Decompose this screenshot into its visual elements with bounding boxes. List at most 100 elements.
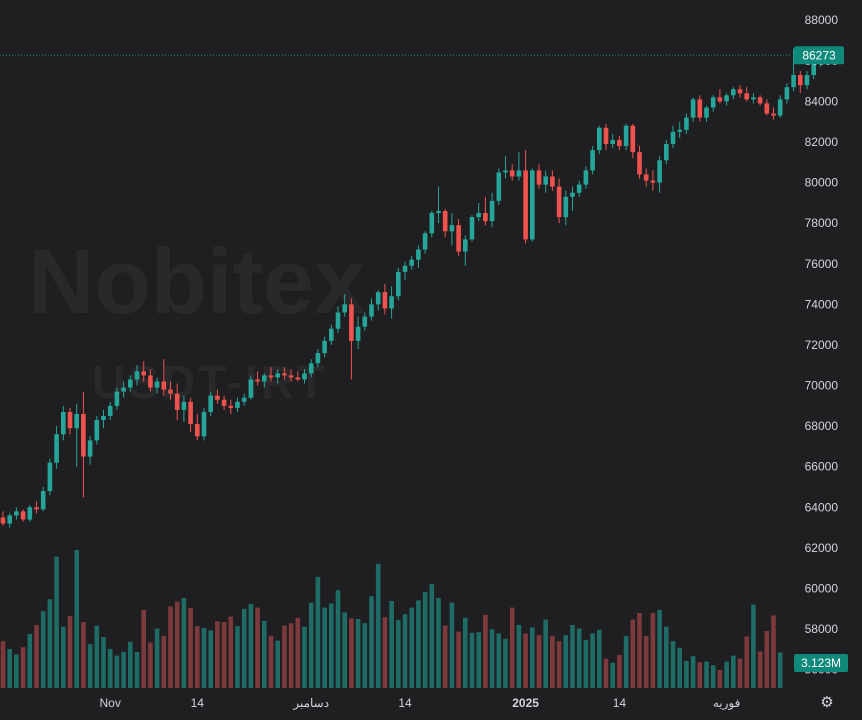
- candle-body: [335, 312, 341, 329]
- candle-body: [148, 375, 153, 388]
- volume-bar: [67, 616, 73, 688]
- candle: [362, 312, 368, 331]
- price-tick-label: 68000: [805, 419, 839, 433]
- candle-body: [241, 397, 247, 402]
- candle: [476, 202, 481, 222]
- time-tick-label: فوریه: [713, 696, 741, 710]
- volume-bar: [362, 623, 368, 688]
- candle-body: [771, 113, 776, 116]
- settings-icon[interactable]: ⚙: [820, 694, 834, 711]
- volume-bar: [563, 635, 569, 688]
- candle-body: [570, 192, 575, 197]
- volume-bar: [670, 641, 676, 688]
- candle: [208, 391, 213, 416]
- candle: [215, 389, 220, 404]
- candle: [597, 125, 602, 155]
- volume-bar: [657, 610, 662, 688]
- candle: [67, 407, 73, 435]
- time-tick-label: 14: [191, 696, 205, 710]
- volume-bar: [208, 630, 213, 688]
- volume-bar: [74, 550, 79, 688]
- volume-bar: [288, 623, 294, 688]
- volume-bar: [228, 616, 234, 688]
- volume-bar: [161, 635, 167, 688]
- candle-body: [784, 87, 790, 100]
- candle: [275, 369, 280, 384]
- price-tick-label: 74000: [805, 297, 839, 311]
- candle-body: [255, 379, 260, 382]
- volume-bar: [690, 656, 696, 688]
- price-tick-label: 64000: [805, 500, 839, 514]
- candle: [161, 359, 167, 396]
- candle: [121, 381, 126, 398]
- volume-bar: [128, 641, 133, 688]
- candle-body: [657, 160, 662, 183]
- candle-body: [516, 170, 522, 177]
- candle: [590, 146, 595, 175]
- volume-bar: [704, 661, 709, 688]
- candle: [751, 93, 756, 104]
- candle-body: [684, 117, 689, 130]
- candle-body: [369, 304, 374, 317]
- candle-body: [27, 507, 33, 520]
- candle: [288, 369, 294, 382]
- price-tick-label: 60000: [805, 582, 839, 596]
- candle: [516, 152, 522, 181]
- volume-bar: [677, 647, 682, 688]
- candle: [422, 231, 428, 254]
- volume-bar: [744, 636, 749, 688]
- volume-bar: [201, 628, 207, 688]
- candle-body: [81, 413, 86, 457]
- candle: [107, 401, 113, 421]
- candle: [148, 369, 153, 392]
- candle-body: [590, 150, 595, 171]
- candle-body: [603, 127, 609, 145]
- candle: [463, 235, 468, 266]
- volume-bar: [302, 626, 307, 688]
- volume-bar: [268, 635, 274, 688]
- volume-bar: [174, 601, 180, 688]
- candle-body: [282, 373, 287, 376]
- candle: [523, 150, 528, 244]
- volume-bar: [20, 647, 26, 688]
- volume-bar: [442, 625, 448, 688]
- volume-bar: [503, 638, 508, 688]
- candle-body: [355, 326, 361, 341]
- candle-body: [496, 172, 502, 201]
- price-axis: 5600058000600006200064000660006800070000…: [805, 13, 839, 676]
- volume-bar: [349, 618, 354, 688]
- candle-body: [597, 127, 602, 151]
- candle-body: [463, 239, 468, 252]
- candle: [509, 164, 515, 181]
- volume-bar: [576, 628, 582, 688]
- candle-body: [235, 401, 240, 408]
- candle: [34, 501, 39, 514]
- candle-body: [449, 225, 455, 232]
- candle-body: [308, 363, 314, 374]
- volume-bar: [154, 628, 160, 688]
- time-tick-label: 14: [613, 696, 627, 710]
- candle-body: [777, 99, 783, 116]
- volume-bar: [389, 601, 394, 688]
- volume-bar: [121, 652, 126, 688]
- candle-body: [128, 379, 133, 388]
- candle: [221, 395, 227, 410]
- candle-body: [275, 373, 280, 378]
- candle-body: [94, 420, 100, 441]
- candle-body: [34, 507, 39, 510]
- candle-body: [751, 97, 756, 100]
- candle: [235, 397, 240, 412]
- candle-body: [637, 152, 642, 175]
- candle: [503, 156, 508, 179]
- candle: [7, 513, 12, 528]
- price-tick-label: 78000: [805, 216, 839, 230]
- volume-bar: [342, 612, 347, 688]
- candle-body: [349, 304, 354, 341]
- candle-body: [14, 511, 19, 516]
- candle: [576, 180, 582, 197]
- candle: [74, 403, 79, 467]
- candle-body: [315, 353, 321, 364]
- candle: [114, 387, 120, 410]
